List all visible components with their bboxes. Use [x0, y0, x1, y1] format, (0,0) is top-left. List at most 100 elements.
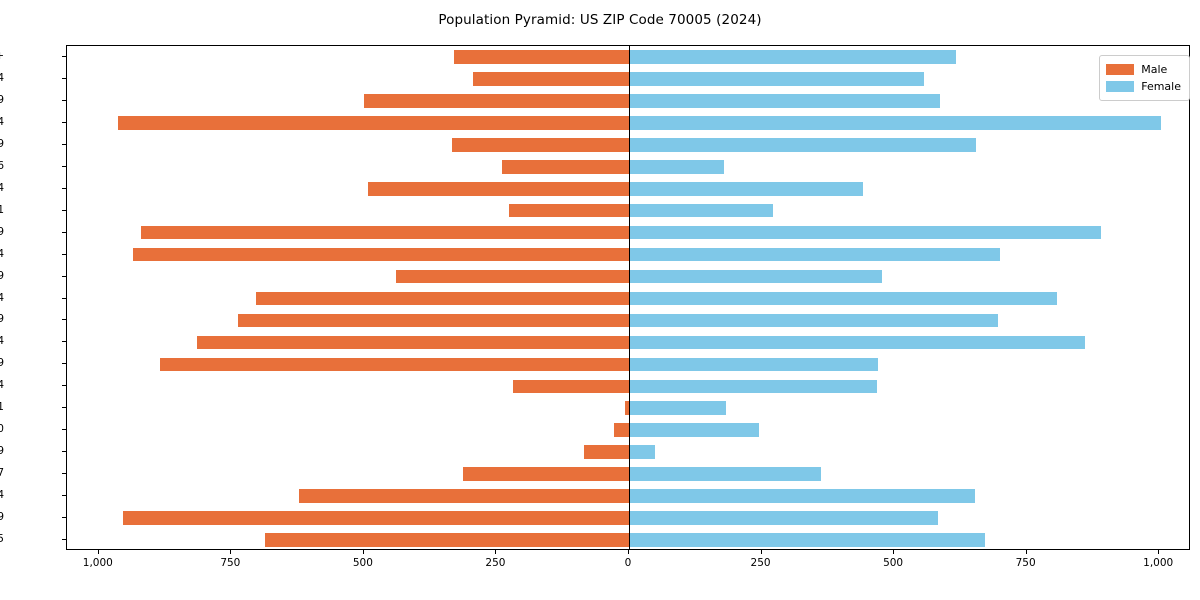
bar-female: [629, 203, 773, 218]
bar-female: [629, 181, 863, 196]
bar-female: [629, 489, 975, 503]
y-tick-mark: [62, 517, 66, 519]
pyramid-row: [67, 533, 1189, 547]
bar-male: [462, 467, 629, 481]
y-tick-mark: [62, 495, 66, 497]
pyramid-row: [67, 423, 1189, 438]
y-tick-mark: [62, 429, 66, 431]
bar-female: [629, 511, 939, 525]
pyramid-row: [67, 511, 1189, 525]
x-tick-mark: [628, 550, 629, 554]
y-tick-mark: [62, 253, 66, 255]
y-tick-label: 65-66: [0, 159, 4, 172]
y-tick-label: 35-39: [0, 313, 4, 326]
pyramid-row: [67, 203, 1189, 218]
x-tick-label: 1,000: [82, 557, 113, 569]
chart-title: Population Pyramid: US ZIP Code 70005 (2…: [438, 12, 762, 28]
bar-female: [629, 159, 725, 174]
y-tick-label: 85+: [0, 50, 4, 62]
x-tick-label: 0: [624, 557, 632, 569]
y-tick-label: 40-44: [0, 291, 4, 304]
x-tick-mark: [1158, 550, 1160, 554]
y-tick-label: 70-74: [0, 115, 4, 128]
bar-male: [624, 401, 629, 416]
y-tick-label: 18-19: [0, 445, 4, 458]
pyramid-row: [67, 225, 1189, 240]
y-tick-mark: [62, 209, 66, 211]
x-tick-mark: [230, 550, 232, 554]
pyramid-row: [67, 401, 1189, 416]
bar-male: [395, 269, 629, 284]
bar-male: [238, 313, 629, 328]
bars-container: [67, 46, 1189, 549]
bar-female: [629, 467, 821, 481]
bar-female: [629, 269, 883, 284]
y-tick-label: 21: [0, 401, 4, 414]
bar-male: [141, 225, 629, 240]
pyramid-row: [67, 335, 1189, 350]
y-tick-mark: [62, 319, 66, 321]
y-tick-mark: [62, 385, 66, 387]
bar-male: [255, 291, 629, 306]
pyramid-row: [67, 269, 1189, 284]
bar-male: [453, 50, 629, 64]
pyramid-row: [67, 467, 1189, 481]
bar-male: [583, 445, 629, 459]
pyramid-row: [67, 116, 1189, 130]
x-tick-label: 500: [352, 557, 373, 569]
bar-female: [629, 247, 1001, 262]
bar-male: [133, 247, 629, 262]
pyramid-row: [67, 379, 1189, 394]
y-tick-label: 15-17: [0, 467, 4, 480]
bar-male: [299, 489, 629, 503]
bar-female: [629, 137, 977, 152]
x-tick-mark: [97, 550, 99, 554]
y-tick-label: 50-54: [0, 247, 4, 260]
pyramid-row: [67, 159, 1189, 174]
y-tick-label: 62-64: [0, 181, 4, 194]
bar-male: [196, 335, 629, 350]
y-tick-mark: [62, 451, 66, 453]
x-tick-mark: [495, 550, 497, 554]
y-tick-label: 75-79: [0, 93, 4, 106]
bar-male: [159, 357, 629, 372]
bar-male: [508, 203, 629, 218]
y-tick-label: 55-59: [0, 225, 4, 238]
pyramid-row: [67, 313, 1189, 328]
y-tick-label: 20: [0, 423, 4, 436]
legend-entry: Male: [1106, 61, 1181, 78]
y-tick-label: 45-49: [0, 269, 4, 282]
y-tick-mark: [62, 187, 66, 189]
bar-female: [629, 50, 956, 64]
y-tick-mark: [62, 363, 66, 365]
x-tick-label: 750: [1015, 557, 1036, 569]
y-tick-label: 30-34: [0, 335, 4, 348]
x-tick-label: 250: [485, 557, 506, 569]
y-tick-label: 60-61: [0, 203, 4, 216]
bar-female: [629, 445, 655, 459]
pyramid-row: [67, 181, 1189, 196]
pyramid-row: [67, 137, 1189, 152]
bar-male: [364, 94, 629, 108]
pyramid-row: [67, 489, 1189, 503]
y-tick-mark: [62, 121, 66, 123]
bar-male: [367, 181, 629, 196]
pyramid-row: [67, 72, 1189, 86]
bar-female: [629, 401, 727, 416]
bar-female: [629, 533, 986, 547]
bar-female: [629, 116, 1162, 130]
y-tick-mark: [62, 99, 66, 101]
bar-male: [614, 423, 629, 438]
y-tick-mark: [62, 77, 66, 79]
bar-male: [118, 116, 629, 130]
y-tick-mark: [62, 297, 66, 299]
y-tick-mark: [62, 539, 66, 541]
y-tick-label: 25-29: [0, 357, 4, 370]
x-tick-label: 500: [883, 557, 904, 569]
y-tick-label: 22-24: [0, 379, 4, 392]
y-tick-mark: [62, 143, 66, 145]
pyramid-row: [67, 247, 1189, 262]
legend-entry: Female: [1106, 78, 1181, 95]
x-tick-mark: [362, 550, 364, 554]
legend-swatch: [1106, 81, 1135, 92]
